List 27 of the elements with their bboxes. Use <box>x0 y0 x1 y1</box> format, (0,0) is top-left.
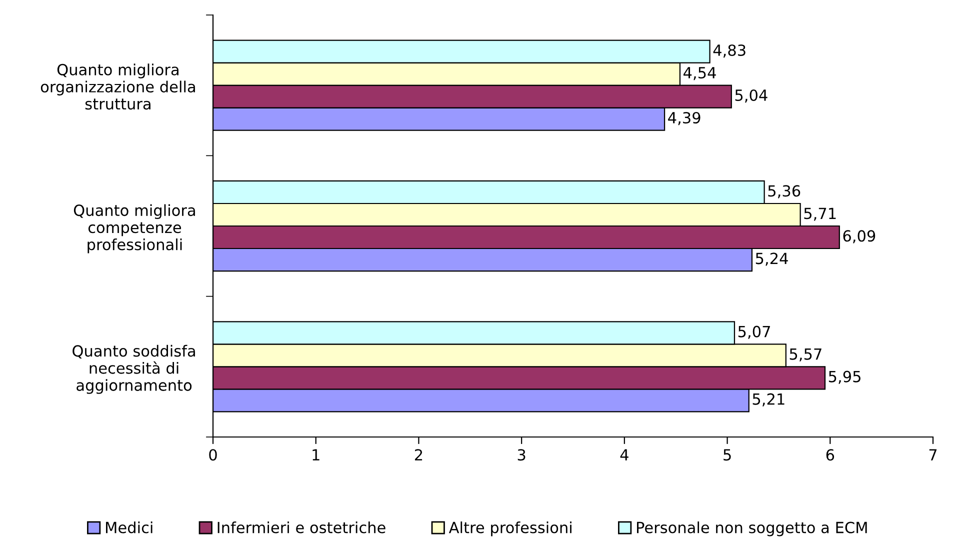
x-tick-label: 7 <box>929 449 937 460</box>
data-label: 4,54 <box>683 67 716 80</box>
data-label: 5,36 <box>768 185 800 198</box>
data-label: 5,57 <box>790 348 822 362</box>
x-tick-label: 6 <box>826 449 834 461</box>
y-tick-label: Quanto soddisfa necessità di aggiornamento <box>72 344 195 394</box>
data-label: 6,09 <box>843 230 876 244</box>
y-tick-label: Quanto migliora organizzazione della struttura <box>40 64 195 110</box>
x-tick-label: 5 <box>724 449 731 461</box>
data-label: 5,21 <box>752 393 784 406</box>
legend-label: Infermieri e ostetriche <box>218 521 386 534</box>
legend-label: Altre professioni <box>448 521 572 536</box>
x-tick-label: 3 <box>518 449 526 461</box>
y-tick-label: Quanto migliora competenze professionali <box>74 204 195 254</box>
data-label: 5,71 <box>804 208 836 221</box>
data-label: 4,39 <box>668 112 700 126</box>
legend-label: Medici <box>106 521 152 534</box>
x-tick-label: 1 <box>312 449 320 460</box>
x-tick-label: 0 <box>209 449 217 461</box>
data-label: 4,83 <box>713 44 746 58</box>
data-label: 5,95 <box>828 370 860 384</box>
data-label: 5,07 <box>738 326 770 339</box>
legend-label: Personale non soggetto a ECM <box>637 521 867 536</box>
x-tick-label: 4 <box>620 449 628 460</box>
x-tick-label: 2 <box>414 449 422 460</box>
data-label: 5,04 <box>735 89 768 103</box>
data-label: 5,24 <box>756 252 788 266</box>
